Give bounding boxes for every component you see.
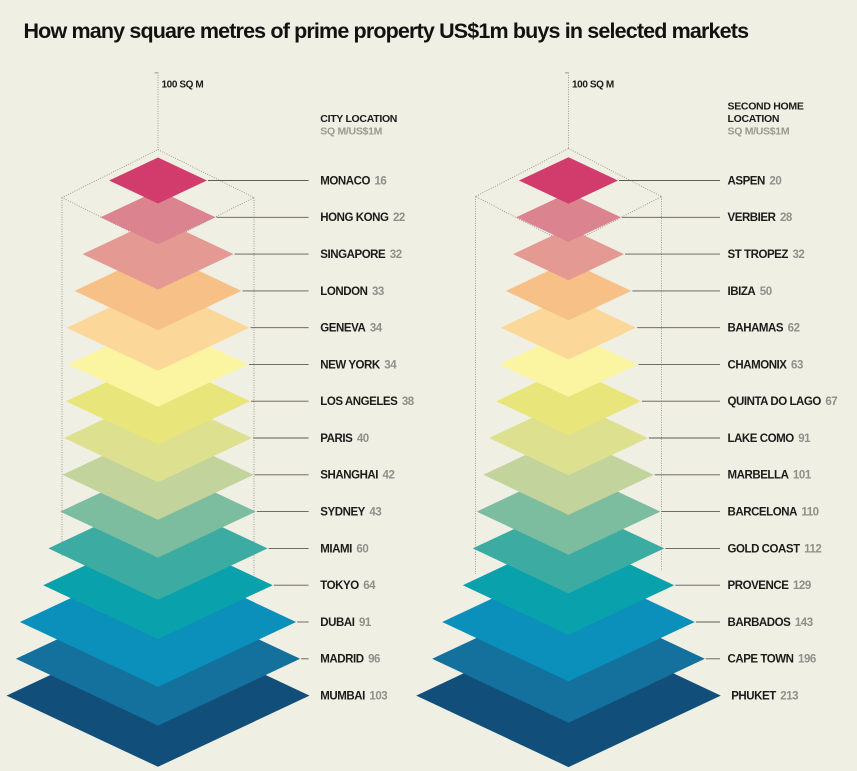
svg-text:SQ M/US$1M: SQ M/US$1M [320,126,382,138]
svg-text:SECOND HOME: SECOND HOME [728,101,804,113]
svg-text:SQ M/US$1M: SQ M/US$1M [728,126,790,138]
svg-text:CITY LOCATION: CITY LOCATION [320,113,397,125]
svg-text:How many square metres of prim: How many square metres of prime property… [24,19,750,43]
svg-text:LOCATION: LOCATION [728,113,780,125]
svg-text:100 SQ M: 100 SQ M [572,79,614,90]
svg-text:100 SQ M: 100 SQ M [162,79,204,90]
